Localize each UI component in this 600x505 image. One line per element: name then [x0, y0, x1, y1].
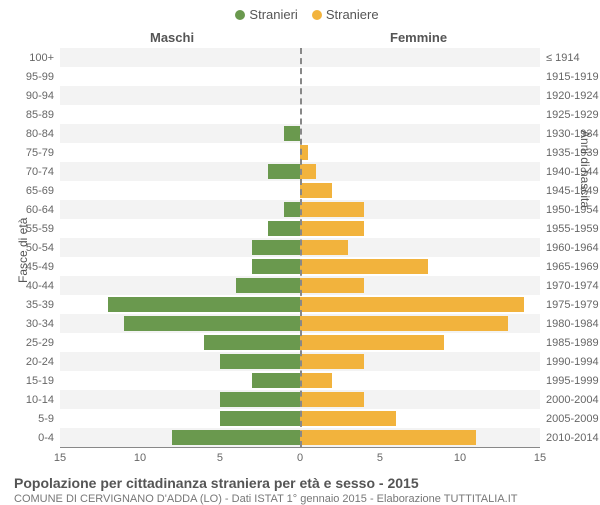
- age-label: 90-94: [26, 90, 60, 102]
- x-tick: 15: [534, 452, 546, 464]
- plot-area: Maschi Femmine 100+≤ 191495-991915-19199…: [60, 30, 540, 430]
- bar-female: [300, 392, 364, 406]
- age-label: 15-19: [26, 375, 60, 387]
- bar-female: [300, 183, 332, 197]
- birth-label: 2010-2014: [540, 432, 599, 444]
- age-label: 45-49: [26, 261, 60, 273]
- bar-male: [204, 335, 300, 349]
- birth-label: ≤ 1914: [540, 52, 580, 64]
- age-label: 85-89: [26, 109, 60, 121]
- age-label: 50-54: [26, 242, 60, 254]
- legend-label: Straniere: [326, 7, 379, 22]
- age-label: 65-69: [26, 185, 60, 197]
- bar-female: [300, 221, 364, 235]
- birth-label: 1915-1919: [540, 71, 599, 83]
- y-axis-left-label: Fasce di età: [16, 217, 30, 282]
- age-label: 75-79: [26, 147, 60, 159]
- birth-label: 1970-1974: [540, 280, 599, 292]
- age-label: 60-64: [26, 204, 60, 216]
- x-tick: 0: [297, 452, 303, 464]
- age-label: 40-44: [26, 280, 60, 292]
- legend-label: Stranieri: [249, 7, 297, 22]
- bar-female: [300, 202, 364, 216]
- bar-male: [252, 240, 300, 254]
- birth-label: 1965-1969: [540, 261, 599, 273]
- x-tick: 15: [54, 452, 66, 464]
- chart-container: StranieriStraniere Maschi Femmine 100+≤ …: [0, 0, 600, 500]
- side-title-male: Maschi: [150, 30, 194, 45]
- bar-female: [300, 240, 348, 254]
- bar-male: [252, 373, 300, 387]
- bar-male: [268, 164, 300, 178]
- birth-label: 1920-1924: [540, 90, 599, 102]
- bar-female: [300, 373, 332, 387]
- birth-label: 1975-1979: [540, 299, 599, 311]
- age-label: 55-59: [26, 223, 60, 235]
- bar-male: [172, 430, 300, 444]
- bar-male: [220, 392, 300, 406]
- bar-male: [124, 316, 300, 330]
- bar-male: [284, 202, 300, 216]
- bar-female: [300, 278, 364, 292]
- legend-marker: [235, 10, 245, 20]
- bar-female: [300, 316, 508, 330]
- birth-label: 1955-1959: [540, 223, 599, 235]
- x-tick: 10: [134, 452, 146, 464]
- age-label: 10-14: [26, 394, 60, 406]
- bar-male: [284, 126, 300, 140]
- bar-male: [220, 411, 300, 425]
- legend: Stranieri Straniere: [0, 6, 600, 22]
- age-label: 70-74: [26, 166, 60, 178]
- birth-label: 2005-2009: [540, 413, 599, 425]
- center-line: [300, 48, 302, 447]
- side-title-female: Femmine: [390, 30, 447, 45]
- age-label: 5-9: [38, 413, 60, 425]
- age-label: 35-39: [26, 299, 60, 311]
- bar-male: [220, 354, 300, 368]
- x-tick: 5: [377, 452, 383, 464]
- birth-label: 1990-1994: [540, 356, 599, 368]
- y-axis-right-label: Anni di nascita: [578, 129, 592, 207]
- age-label: 80-84: [26, 128, 60, 140]
- bar-male: [108, 297, 300, 311]
- bar-male: [236, 278, 300, 292]
- chart-title: Popolazione per cittadinanza straniera p…: [14, 475, 419, 491]
- age-label: 30-34: [26, 318, 60, 330]
- bar-male: [268, 221, 300, 235]
- bar-female: [300, 335, 444, 349]
- age-label: 0-4: [38, 432, 60, 444]
- bar-female: [300, 411, 396, 425]
- birth-label: 1995-1999: [540, 375, 599, 387]
- birth-label: 1925-1929: [540, 109, 599, 121]
- x-axis: 15105051015: [60, 447, 540, 467]
- bar-female: [300, 354, 364, 368]
- birth-label: 1960-1964: [540, 242, 599, 254]
- x-tick: 5: [217, 452, 223, 464]
- x-tick: 10: [454, 452, 466, 464]
- age-label: 20-24: [26, 356, 60, 368]
- bar-female: [300, 297, 524, 311]
- bar-male: [252, 259, 300, 273]
- birth-label: 1980-1984: [540, 318, 599, 330]
- bar-female: [300, 164, 316, 178]
- age-label: 100+: [29, 52, 60, 64]
- bar-female: [300, 259, 428, 273]
- chart-subtitle: COMUNE DI CERVIGNANO D'ADDA (LO) - Dati …: [14, 493, 518, 505]
- birth-label: 1985-1989: [540, 337, 599, 349]
- birth-label: 2000-2004: [540, 394, 599, 406]
- age-label: 25-29: [26, 337, 60, 349]
- bar-female: [300, 430, 476, 444]
- age-label: 95-99: [26, 71, 60, 83]
- legend-marker: [312, 10, 322, 20]
